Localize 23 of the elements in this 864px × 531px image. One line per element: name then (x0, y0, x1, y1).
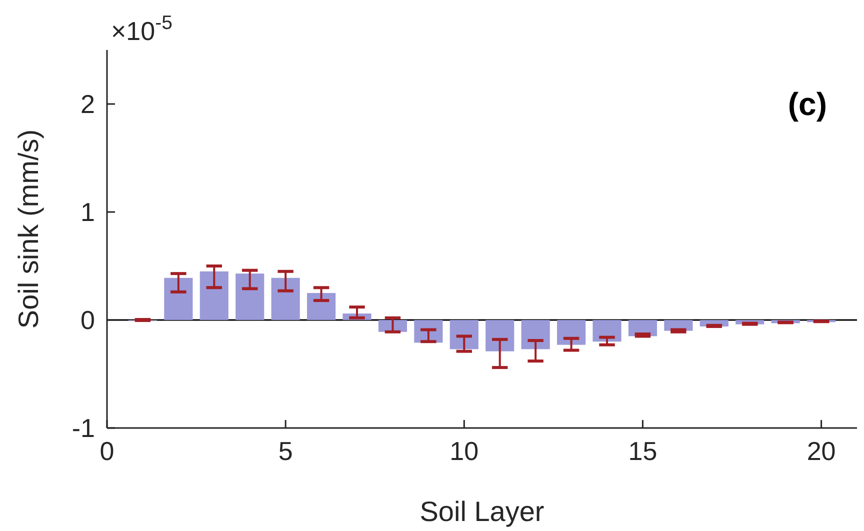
x-tick-label: 10 (450, 436, 479, 466)
y-tick-label: 0 (80, 305, 95, 336)
x-tick-label: 20 (806, 436, 836, 466)
x-tick-label: 15 (628, 436, 658, 466)
annotation: (c) (788, 86, 827, 122)
bar (521, 320, 550, 350)
y-axis-title: Soil sink (mm/s) (13, 129, 44, 329)
x-tick-label: 0 (100, 436, 114, 466)
bar (200, 271, 228, 320)
y-tick-label: 2 (80, 89, 95, 120)
x-tick-label: 5 (278, 436, 293, 466)
y-tick-label: 1 (80, 197, 95, 228)
bar (486, 320, 514, 352)
text: ×10$^{-5}$ (111, 12, 173, 46)
bar (592, 320, 622, 342)
bar (164, 278, 193, 320)
bar (307, 293, 336, 320)
y-tick-label: -1 (72, 413, 95, 444)
bar (271, 278, 300, 320)
bar (236, 274, 264, 320)
x-axis-title: Soil Layer (420, 496, 544, 527)
bar (557, 320, 586, 345)
bar (450, 320, 478, 350)
